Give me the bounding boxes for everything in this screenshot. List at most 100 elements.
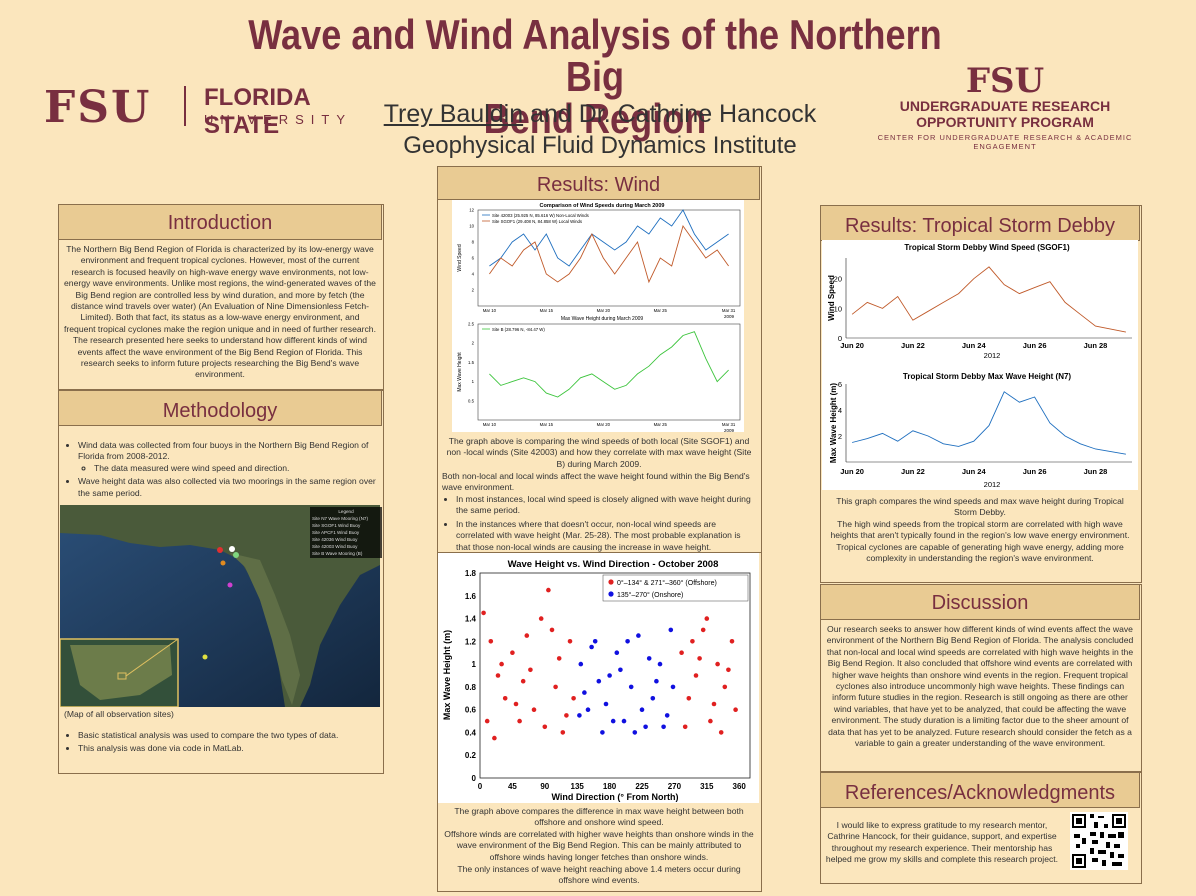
methodology-subbullet: The data measured were wind speed and di… (94, 463, 376, 474)
discussion-heading: Discussion (820, 584, 1140, 620)
wave-y-tick: 1.5 (468, 360, 475, 365)
scatter-point (600, 730, 605, 735)
methodology-bullet: Basic statistical analysis was used to c… (78, 730, 376, 741)
scatter-x-tick: 180 (603, 782, 617, 791)
scatter-x-tick: 90 (540, 782, 549, 791)
wave-chart-ylabel: Max Wave Height (457, 352, 463, 392)
site-marker-apcf1 (233, 552, 239, 558)
wave-y-tick: 2.5 (468, 322, 475, 327)
scatter-point (524, 633, 530, 638)
site-marker-42003 (202, 654, 208, 660)
scatter-y-tick: 0.8 (465, 683, 477, 692)
wind-chart-ylabel: Wind Speed (457, 244, 463, 271)
debby-wind-y-tick: 10 (834, 304, 842, 313)
scatter-point (618, 667, 623, 673)
results-wind-bullet: In most instances, local wind speed is c… (456, 494, 756, 517)
map-legend: Legend Site N7 Wave Mooring (N7) Site SG… (310, 507, 382, 558)
scatter-point (614, 650, 620, 655)
scatter-point (679, 650, 684, 655)
introduction-heading: Introduction (58, 204, 382, 240)
observation-map: Legend Site N7 Wave Mooring (N7) Site SG… (59, 505, 382, 708)
scatter-point (567, 639, 573, 644)
scatter-point (664, 713, 670, 718)
scatter-point (582, 690, 587, 695)
scatter-point (538, 616, 544, 621)
map-legend-item: Site 42003 Wind Buoy (312, 544, 358, 549)
qr-code[interactable] (1070, 812, 1128, 870)
scatter-x-tick: 225 (635, 782, 649, 791)
debby-wind-title: Tropical Storm Debby Wind Speed (SGOF1) (904, 243, 1070, 252)
scatter-y-tick: 1.8 (465, 569, 477, 578)
scatter-point (715, 661, 720, 667)
site-marker-n7 (217, 547, 223, 553)
title-line-1: Wave and Wind Analysis of the Northern B… (248, 11, 942, 100)
methodology-heading: Methodology (58, 390, 382, 426)
fsu-logo-name: FLORIDA STATE (204, 84, 310, 139)
site-marker-sgof1 (229, 546, 235, 552)
debby-wind-x-tick: Jun 28 (1084, 341, 1108, 350)
wind-chart-title: Comparison of Wind Speeds during March 2… (540, 203, 665, 209)
urop-logo: FSU UNDERGRADUATE RESEARCH OPPORTUNITY P… (850, 64, 1160, 151)
title-line-2: Bend Region (483, 95, 707, 142)
map-legend-item: Site N7 Wave Mooring (N7) (312, 516, 368, 521)
scatter-point (502, 696, 508, 701)
scatter-point (564, 713, 569, 718)
wind-comparison-figure: Comparison of Wind Speeds during March 2… (452, 200, 744, 433)
debby-wave-x-tick: Jun 24 (962, 467, 987, 476)
debby-wave-y-tick: 2 (838, 432, 842, 441)
debby-wave-year: 2012 (984, 480, 1001, 489)
wave-legend-site-b: Site B (28.796 N, -84.47 W) (492, 327, 545, 332)
scatter-point (603, 701, 609, 707)
references-body: I would like to express gratitude to my … (825, 820, 1059, 865)
scatter-legend-onshore: 135°–270° (Onshore) (617, 591, 683, 599)
scatter-point (560, 730, 566, 735)
scatter-point (596, 678, 602, 684)
wave-x-tick: Mar 25 (654, 422, 668, 427)
scatter-point (520, 678, 526, 684)
scatter-point (646, 656, 652, 661)
wave-series-line (489, 331, 729, 398)
scatter-y-tick: 1.6 (465, 592, 477, 601)
debby-wind-x-tick: Jun 22 (901, 341, 925, 350)
fsu-logo: FSU FLORIDA STATE UNIVERSITY (44, 82, 345, 139)
scatter-point (686, 696, 692, 701)
scatter-point (700, 627, 706, 633)
scatter-point (484, 718, 490, 724)
results-wind-bullets: In most instances, local wind speed is c… (442, 494, 756, 555)
scatter-point (625, 639, 630, 644)
scatter-point (657, 661, 663, 667)
map-legend-title: Legend (338, 509, 354, 514)
wave-chart-title: Max Wave Height during March 2009 (561, 316, 644, 322)
wind-x-tick: Mar 15 (540, 308, 554, 313)
wind-x-tick: Mar 10 (483, 308, 497, 313)
debby-wave-x-tick: Jun 20 (840, 467, 864, 476)
debby-wave-ylabel: Max Wave Height (m) (829, 383, 838, 463)
methodology-bullets-2: Basic statistical analysis was used to c… (64, 730, 376, 757)
scatter-point (708, 718, 713, 724)
site-marker-b (227, 582, 233, 588)
methodology-subbullets: The data measured were wind speed and di… (78, 463, 376, 474)
scatter-point (488, 639, 494, 644)
scatter-y-tick: 0 (472, 774, 477, 783)
scatter-point (711, 701, 717, 707)
results-debby-heading: Results: Tropical Storm Debby (820, 205, 1140, 241)
wind-series-line (489, 224, 729, 284)
scatter-point (589, 644, 594, 650)
scatter-point (542, 724, 548, 730)
scatter-y-tick: 0.2 (465, 751, 477, 760)
scatter-point (639, 707, 645, 712)
wind-x-tick: Mar 31 (722, 308, 736, 313)
methodology-bullet: Wind data was collected from four buoys … (78, 440, 376, 463)
debby-wind-x-tick: Jun 20 (840, 341, 864, 350)
scatter-y-tick: 0.4 (465, 728, 477, 737)
wind-chart-year: 2009 (724, 314, 735, 319)
scatter-point (510, 650, 515, 655)
scatter-point (661, 724, 666, 730)
scatter-x-tick: 0 (478, 782, 483, 791)
scatter-point (733, 707, 738, 712)
scatter-point (668, 627, 674, 633)
results-direction-bullet: The only instances of wave height reachi… (457, 864, 741, 886)
scatter-point (654, 678, 659, 684)
debby-wind-x-tick: Jun 26 (1023, 341, 1047, 350)
map-legend-item: Site APCF1 Wind Buoy (312, 530, 360, 535)
